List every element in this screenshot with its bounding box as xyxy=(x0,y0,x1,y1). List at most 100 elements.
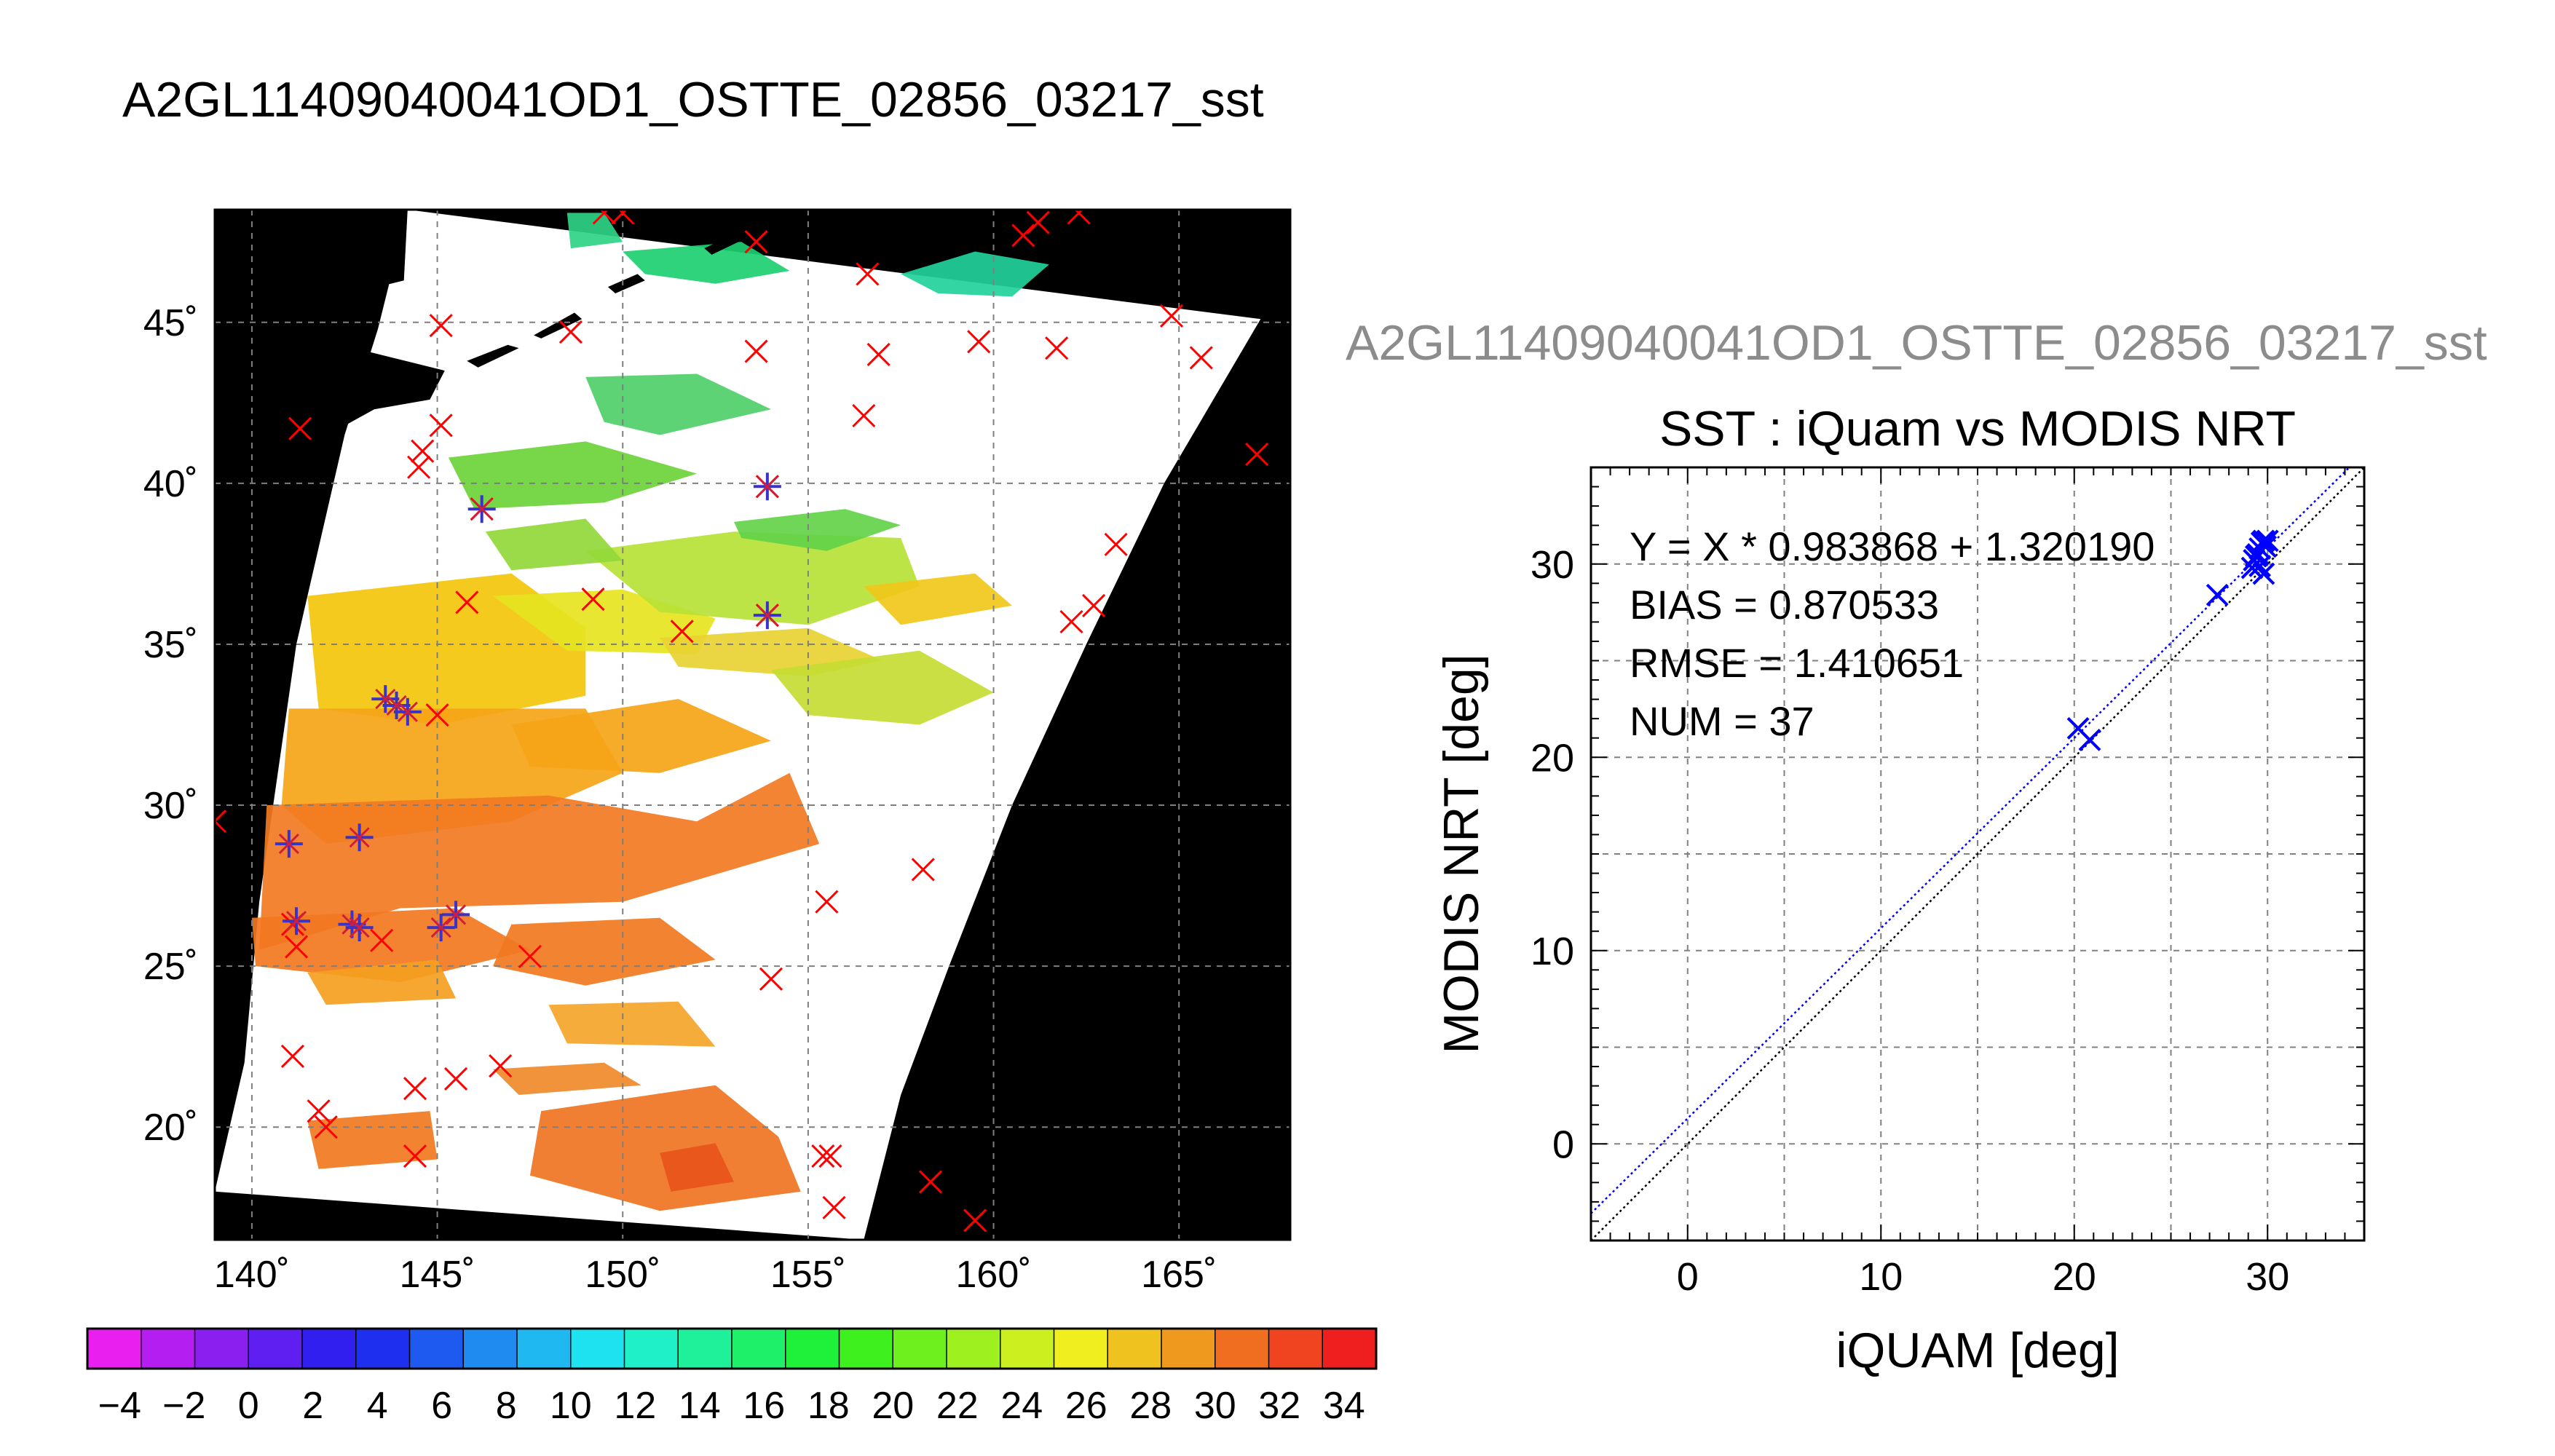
map-marker-x-25-stroke-b xyxy=(581,587,605,612)
map-lat-tick-5: 45˚ xyxy=(143,302,198,344)
map-marker-x-17-stroke-b xyxy=(429,414,453,438)
map-marker-x-50 xyxy=(370,928,394,952)
scatter-point-8-stroke-b xyxy=(2252,529,2275,553)
map-lat-tick-3: 35˚ xyxy=(143,624,198,666)
map-marker-x-19 xyxy=(407,455,431,479)
star-d2 xyxy=(349,917,370,938)
map-marker-x-14-stroke-b xyxy=(967,330,991,354)
scatter-title: SST : iQuam vs MODIS NRT xyxy=(1659,401,2296,456)
colorbar-tick-4: 4 xyxy=(367,1385,388,1427)
scatter-point-2 xyxy=(2205,583,2229,606)
land-kuril-4 xyxy=(704,232,746,255)
colorbar-tick-10: 16 xyxy=(743,1385,785,1427)
scatter-point-11-stroke-b xyxy=(2252,562,2275,585)
sst-patch-5 xyxy=(307,960,457,1005)
map-marker-x-32-stroke-b xyxy=(911,858,935,882)
sst-patch-15 xyxy=(771,650,994,725)
sst-patch-2 xyxy=(259,772,820,950)
colorbar-cell-14 xyxy=(839,1329,893,1369)
map-marker-x-37 xyxy=(307,1099,331,1123)
sst-patch-16 xyxy=(448,441,698,510)
map-marker-x-25 xyxy=(581,587,605,612)
sst-patch-11 xyxy=(660,1143,734,1192)
sst-patch-9 xyxy=(307,1111,438,1169)
map-lon-tick-2: 150˚ xyxy=(585,1254,660,1296)
map-marker-x-49 xyxy=(284,935,309,959)
colorbar-tick-14: 24 xyxy=(1000,1385,1043,1427)
map-marker-x-29 xyxy=(1059,609,1083,634)
map-marker-x-7-stroke-b xyxy=(1159,304,1184,328)
map-marker-x-13 xyxy=(866,342,891,367)
colorbar-cell-2 xyxy=(194,1329,249,1369)
x-tick-label-10: 10 xyxy=(1859,1255,1903,1299)
colorbar-cell-9 xyxy=(570,1329,625,1369)
map-marker-x-39 xyxy=(403,1077,427,1101)
map-lat-tick-0: 20˚ xyxy=(143,1107,198,1149)
map-marker-x-42-stroke-b xyxy=(403,1144,427,1168)
num-label: NUM = 37 xyxy=(1630,698,1814,744)
one-to-one-line xyxy=(1591,467,2364,1241)
rmse-label: RMSE = 1.410651 xyxy=(1630,640,1964,686)
map-lon-tick-5: 165˚ xyxy=(1141,1254,1217,1296)
scatter-point-9-stroke-b xyxy=(2256,529,2279,553)
map-marker-x-43 xyxy=(811,1144,835,1168)
map-marker-x-14 xyxy=(967,330,991,354)
land-honshu xyxy=(304,325,445,432)
map-marker-x-12-stroke-b xyxy=(744,339,768,363)
sst-patch-22 xyxy=(734,509,901,551)
colorbar-tick-11: 18 xyxy=(807,1385,850,1427)
map-marker-x-10-stroke-b xyxy=(429,314,453,338)
sst-field xyxy=(251,213,1049,1211)
map-marker-star-5 xyxy=(393,697,422,726)
scatter-point-10-stroke-b xyxy=(2248,554,2272,577)
map-marker-x-24-stroke-b xyxy=(455,590,479,614)
scatter-point-13-stroke-b xyxy=(2244,545,2267,568)
sst-patch-23 xyxy=(864,573,1012,625)
map-marker-x-15-stroke-b xyxy=(1045,336,1069,360)
map-marker-x-28 xyxy=(1082,593,1106,617)
map-marker-x-46-stroke-b xyxy=(918,1170,943,1194)
map-marker-x-2 xyxy=(744,230,768,254)
star-d2 xyxy=(285,911,307,932)
map-marker-x-44-stroke-b xyxy=(818,1144,842,1168)
sst-patch-8 xyxy=(493,1062,641,1095)
map-marker-x-38 xyxy=(314,1115,338,1139)
x-tick-label-20: 20 xyxy=(2053,1255,2096,1299)
colorbar-cell-7 xyxy=(463,1329,518,1369)
scatter-ticks: 0 10 20 30 0 10 20 30 xyxy=(1531,467,2365,1299)
x-tick-label-30: 30 xyxy=(2246,1255,2289,1299)
land-mask xyxy=(281,210,746,432)
colorbar-tick-16: 28 xyxy=(1129,1385,1172,1427)
y-tick-label-30: 30 xyxy=(1531,543,1574,587)
map-marker-x-9-stroke-b xyxy=(1245,443,1269,467)
map-marker-x-1 xyxy=(611,210,635,225)
map-lon-tick-3: 155˚ xyxy=(770,1254,846,1296)
y-tick-label-20: 20 xyxy=(1531,736,1574,780)
map-marker-x-30 xyxy=(425,703,449,727)
colorbar-tick-19: 34 xyxy=(1323,1385,1365,1427)
map-marker-x-8 xyxy=(1189,346,1213,370)
colorbar-cell-15 xyxy=(893,1329,947,1369)
star-d2 xyxy=(278,834,299,855)
map-marker-x-40-stroke-b xyxy=(443,1067,468,1091)
map-marker-x-36-stroke-b xyxy=(280,1044,305,1069)
map-marker-x-5-stroke-b xyxy=(1026,210,1050,234)
sst-patch-17 xyxy=(485,518,623,571)
map-marker-x-28-stroke-b xyxy=(1082,593,1106,617)
map-marker-x-24 xyxy=(455,590,479,614)
map-marker-x-0 xyxy=(592,210,616,225)
map-marker-star-6 xyxy=(275,830,303,858)
colorbar-cell-1 xyxy=(141,1329,195,1369)
map-marker-x-20-stroke-b xyxy=(852,403,876,428)
sst-patch-3 xyxy=(511,699,771,773)
map-marker-x-19-stroke-b xyxy=(407,455,431,479)
map-marker-star-12 xyxy=(427,914,455,942)
map-marker-x-15 xyxy=(1045,336,1069,360)
map-lat-axis: 20˚ 25˚ 30˚ 35˚ 40˚ 45˚ xyxy=(143,302,198,1149)
scatter-point-9 xyxy=(2256,529,2279,553)
map-marker-x-33 xyxy=(815,890,839,914)
map-marker-x-4 xyxy=(1011,223,1035,248)
map-marker-x-7 xyxy=(1159,304,1184,328)
x-tick-label-0: 0 xyxy=(1677,1255,1699,1299)
